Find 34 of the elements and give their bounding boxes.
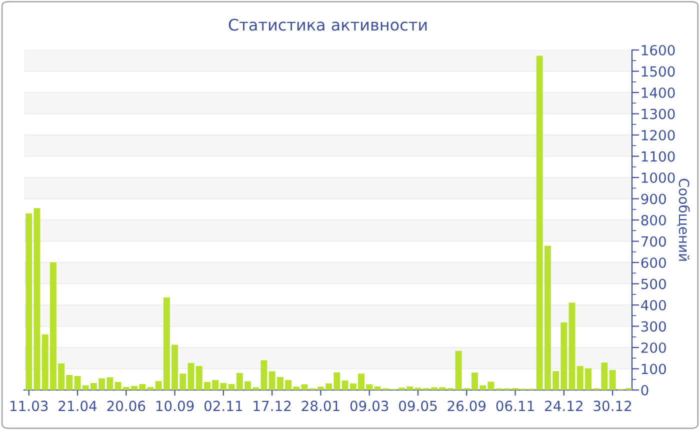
y-tick-label: 1600 xyxy=(642,44,675,56)
x-tick-label: 26.09 xyxy=(448,400,486,412)
y-tick-label: 1000 xyxy=(642,172,675,183)
x-tick-label: 11.03 xyxy=(10,400,48,412)
y-tick-label: 1400 xyxy=(642,87,675,98)
chart-title: Статистика активности xyxy=(228,18,427,31)
x-tick-label: 30.12 xyxy=(594,400,632,412)
x-tick-label: 17.12 xyxy=(254,400,291,411)
y-tick-label: 900 xyxy=(641,194,666,204)
y-tick-label: 0 xyxy=(641,384,648,396)
x-tick-label: 06.11 xyxy=(496,400,534,412)
y-tick-label: 800 xyxy=(641,214,666,226)
y-tick-label: 700 xyxy=(641,236,666,247)
y-tick-label: 1100 xyxy=(642,151,675,162)
y-tick-label: 200 xyxy=(641,342,666,353)
y-tick-label: 500 xyxy=(641,278,666,290)
y-tick-label: 300 xyxy=(641,321,666,332)
x-tick-label: 24.12 xyxy=(545,400,582,411)
x-tick-label: 20.06 xyxy=(107,400,146,412)
x-tick-label: 09.03 xyxy=(350,400,388,412)
y-tick-label: 600 xyxy=(641,257,666,268)
y-tick-label: 1500 xyxy=(642,66,675,77)
y-tick-label: 400 xyxy=(641,300,666,310)
y-tick-label: 100 xyxy=(642,364,666,374)
bar xyxy=(188,363,194,390)
y-tick-label: 1300 xyxy=(642,108,675,120)
x-tick-label: 21.04 xyxy=(58,400,97,412)
x-tick-label: 02.11 xyxy=(204,400,242,412)
y-axis-title: Сообщений xyxy=(677,178,690,261)
x-tick-label: 28.01 xyxy=(302,400,340,412)
x-tick-label: 09.05 xyxy=(399,400,437,412)
y-tick-label: 1200 xyxy=(642,130,675,140)
x-tick-label: 10.09 xyxy=(156,400,194,412)
bar xyxy=(74,376,81,390)
